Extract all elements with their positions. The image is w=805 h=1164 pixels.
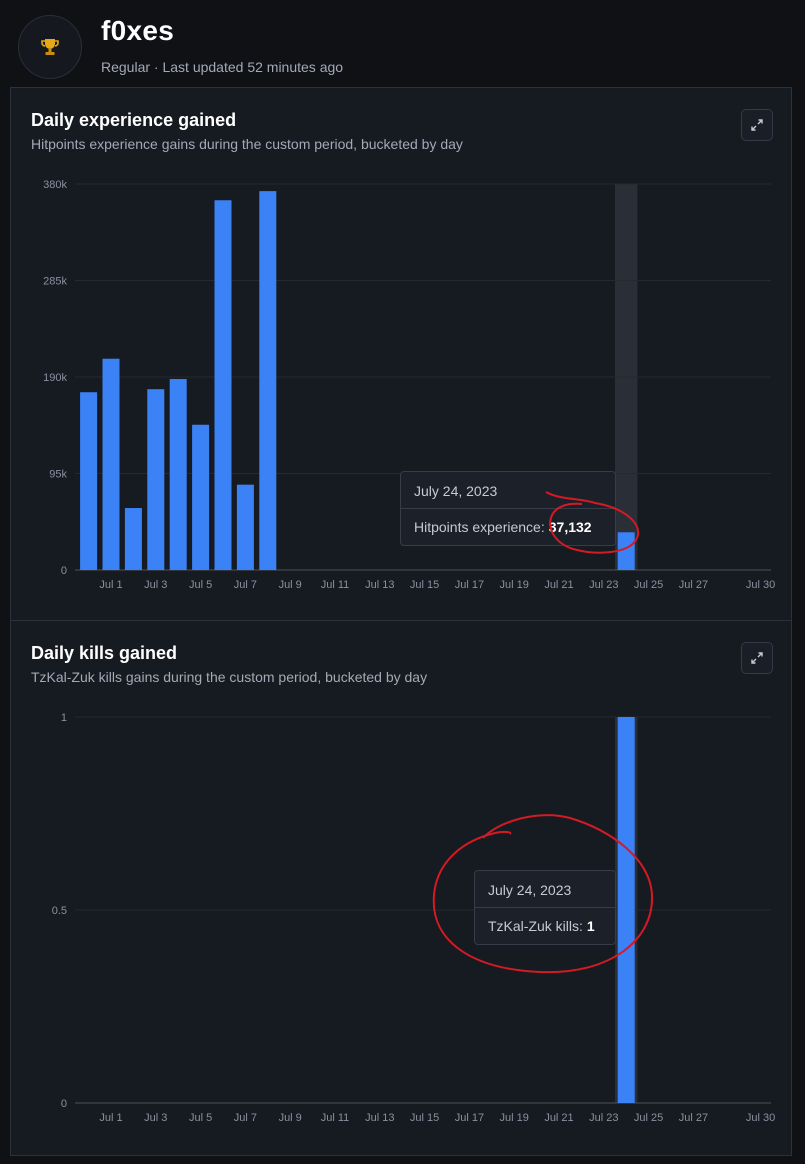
bar [124, 508, 142, 570]
expand-icon [751, 119, 763, 131]
experience-chart-panel: Daily experience gained Hitpoints experi… [10, 87, 792, 622]
bar [214, 200, 232, 570]
username: f0xes [101, 15, 175, 46]
bar [259, 191, 277, 570]
x-tick-label: Jul 21 [544, 579, 573, 591]
y-tick-label: 190k [43, 372, 67, 384]
y-tick-label: 0 [61, 565, 67, 577]
bar [169, 379, 187, 570]
x-tick-label: Jul 7 [234, 1112, 257, 1124]
kills-chart-panel: Daily kills gained TzKal-Zuk kills gains… [10, 620, 792, 1156]
x-tick-label: Jul 23 [589, 1112, 618, 1124]
x-tick-label: Jul 25 [634, 579, 663, 591]
tooltip-label: TzKal-Zuk kills: [488, 918, 583, 934]
profile-header: f0xes Regular · Last updated 52 minutes … [0, 0, 805, 88]
x-tick-label: Jul 25 [634, 1112, 663, 1124]
x-tick-label: Jul 17 [455, 579, 484, 591]
chart-tooltip: July 24, 2023 TzKal-Zuk kills: 1 [474, 870, 616, 945]
x-tick-label: Jul 17 [455, 1112, 484, 1124]
x-tick-label: Jul 9 [279, 1112, 302, 1124]
bar [236, 484, 254, 570]
x-tick-label: Jul 1 [99, 1112, 122, 1124]
chart-title: Daily experience gained [31, 110, 237, 130]
x-tick-label: Jul 27 [679, 579, 708, 591]
tooltip-value: 37,132 [548, 519, 592, 535]
profile-subtitle: Regular · Last updated 52 minutes ago [101, 59, 344, 75]
x-tick-label: Jul 21 [544, 1112, 573, 1124]
chart-title: Daily kills gained [31, 643, 178, 663]
bar [80, 392, 98, 570]
x-tick-label: Jul 15 [410, 1112, 439, 1124]
y-tick-label: 0 [61, 1098, 67, 1110]
expand-icon [751, 652, 763, 664]
x-tick-label: Jul 1 [99, 579, 122, 591]
x-tick-label: Jul 15 [410, 579, 439, 591]
expand-button[interactable] [741, 109, 773, 141]
x-tick-label: Jul 30 [746, 579, 775, 591]
y-tick-label: 380k [43, 179, 67, 191]
kills-bar-chart: 0 0.5 1 Jul 1 Jul 3 Jul 5 Jul 7 Jul 9 Jul 11 Jul … [52, 712, 776, 1124]
bar [102, 358, 120, 570]
x-tick-label: Jul 19 [500, 579, 529, 591]
x-tick-label: Jul 11 [321, 579, 350, 591]
chart-subtitle: TzKal-Zuk kills gains during the custom … [31, 669, 428, 685]
tooltip-value: 1 [586, 918, 595, 934]
bar [147, 389, 165, 570]
x-tick-label: Jul 7 [234, 579, 257, 591]
y-tick-label: 285k [43, 276, 67, 288]
x-tick-label: Jul 11 [321, 1112, 350, 1124]
x-tick-label: Jul 23 [589, 579, 618, 591]
bar [617, 532, 635, 570]
expand-button[interactable] [741, 642, 773, 674]
chart-tooltip: July 24, 2023 Hitpoints experience: 37,13… [400, 471, 616, 546]
x-tick-label: Jul 5 [189, 1112, 212, 1124]
x-tick-label: Jul 3 [144, 579, 167, 591]
chart-subtitle: Hitpoints experience gains during the cu… [31, 136, 463, 152]
tooltip-label: Hitpoints experience: [414, 519, 545, 535]
x-tick-label: Jul 27 [679, 1112, 708, 1124]
trophy-icon [41, 39, 59, 55]
avatar [18, 15, 82, 79]
x-tick-label: Jul 5 [189, 579, 212, 591]
x-tick-label: Jul 19 [500, 1112, 529, 1124]
x-tick-label: Jul 30 [746, 1112, 775, 1124]
y-tick-label: 95k [49, 469, 67, 481]
bar [617, 717, 635, 1103]
x-tick-label: Jul 9 [279, 579, 302, 591]
y-tick-label: 1 [61, 712, 67, 724]
x-tick-label: Jul 13 [365, 579, 394, 591]
tooltip-date: July 24, 2023 [414, 483, 498, 499]
x-tick-label: Jul 3 [144, 1112, 167, 1124]
y-tick-label: 0.5 [52, 905, 67, 917]
bar [192, 424, 210, 570]
x-tick-label: Jul 13 [365, 1112, 394, 1124]
tooltip-date: July 24, 2023 [488, 882, 572, 898]
